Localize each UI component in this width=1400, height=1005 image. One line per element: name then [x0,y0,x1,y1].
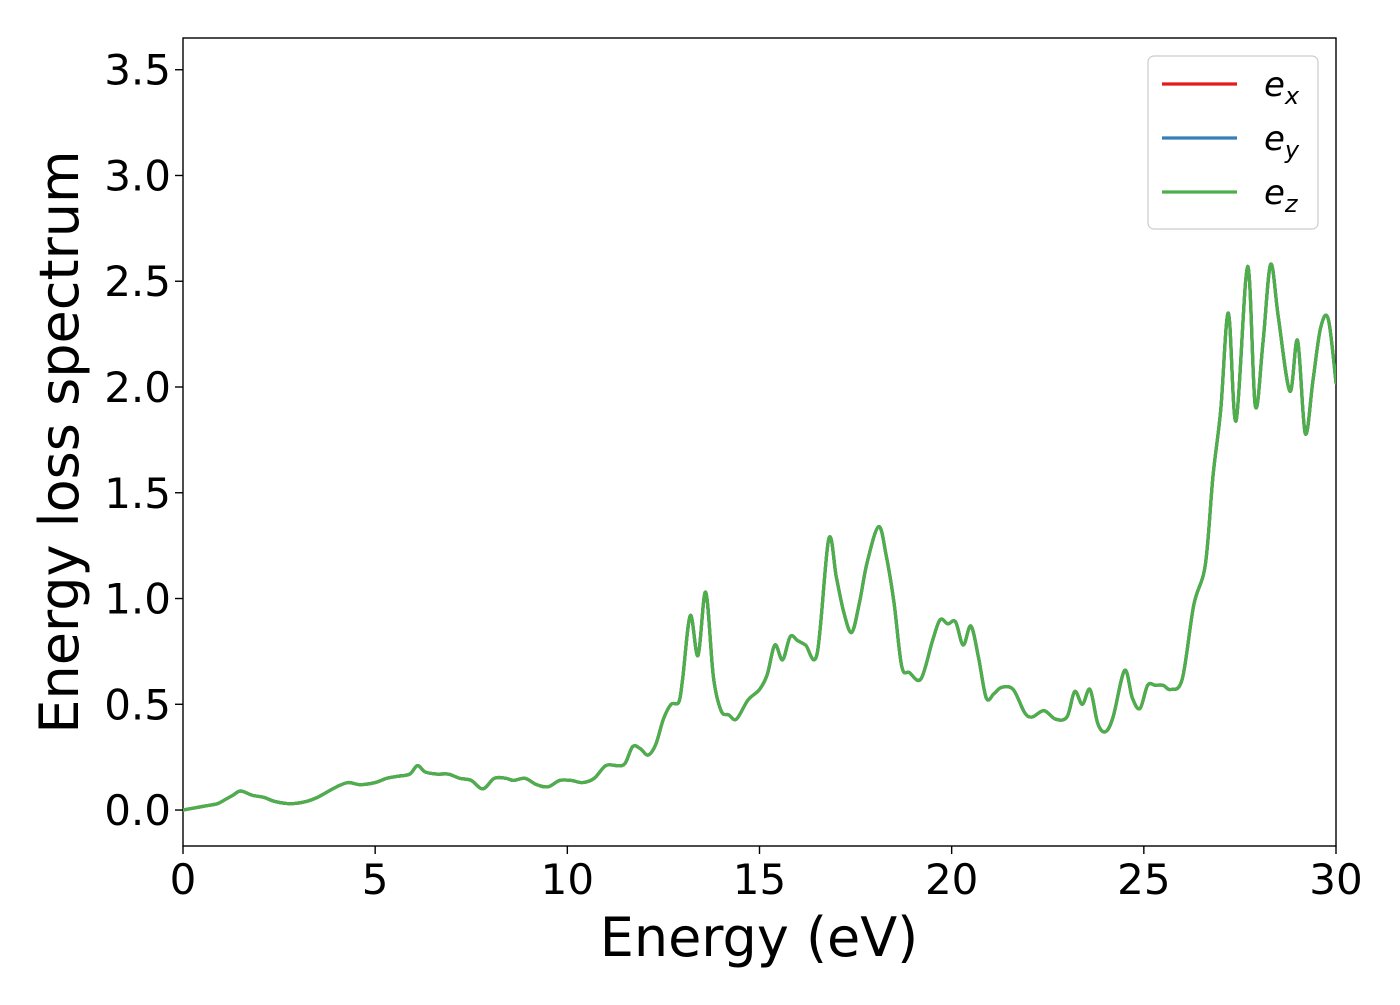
x-tick-label: 15 [733,855,786,904]
y-tick-label: 0.0 [104,786,171,835]
y-tick-label: 1.0 [104,575,171,624]
y-axis-ticks: 0.0 0.5 1.0 1.5 2.0 2.5 3.0 3.5 [104,46,183,835]
x-axis-title: Energy (eV) [600,906,919,969]
y-tick-label: 0.5 [104,680,171,729]
plot-area [182,37,1337,847]
legend-entries: ex ey ez [1162,65,1300,218]
y-tick-label: 3.5 [104,46,171,95]
x-tick-label: 20 [925,855,978,904]
x-tick-label: 5 [362,855,389,904]
legend-label-e-y: ey [1264,119,1300,164]
y-axis-title: Energy loss spectrum [28,150,91,733]
y-tick-label: 2.0 [104,363,171,412]
series-line-e-z [183,262,1336,812]
y-tick-label: 3.0 [104,151,171,200]
legend-box [1147,55,1319,230]
legend-label-e-z: ez [1264,173,1299,218]
x-axis-ticks: 0 5 10 15 20 25 30 [170,846,1363,904]
series-layer [183,262,1336,812]
x-tick-label: 30 [1309,855,1362,904]
legend: ex ey ez [1147,55,1319,230]
x-tick-label: 0 [170,855,197,904]
y-tick-label: 1.5 [104,469,171,518]
x-tick-label: 10 [541,855,594,904]
legend-label-e-x: ex [1264,65,1300,110]
y-tick-label: 2.5 [104,257,171,306]
x-tick-label: 25 [1117,855,1170,904]
